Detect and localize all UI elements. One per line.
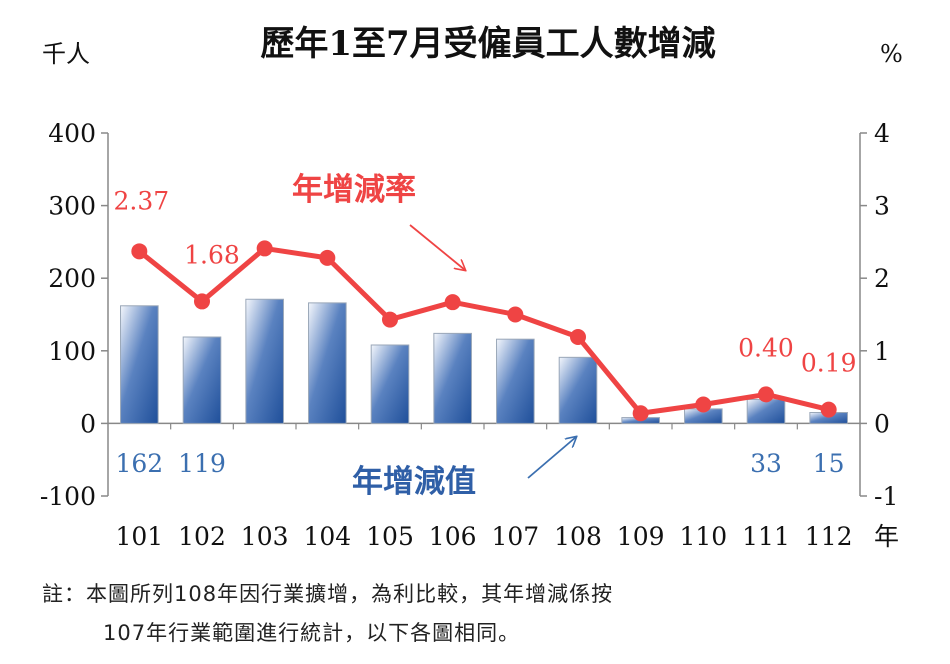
right-tick-label: -1 xyxy=(874,482,898,511)
x-tick-label: 108 xyxy=(554,522,602,551)
x-tick-label: 101 xyxy=(115,522,163,551)
x-tick-label: 104 xyxy=(303,522,351,551)
left-tick-label: -100 xyxy=(40,482,96,511)
rate-point xyxy=(820,401,837,418)
x-tick-label: 105 xyxy=(366,522,414,551)
legend-rate-label: 年增減率 xyxy=(292,172,416,208)
right-tick-label: 4 xyxy=(874,119,890,148)
x-tick-label: 112 xyxy=(805,522,853,551)
rate-data-label: 0.19 xyxy=(801,349,857,378)
footnote-line-1: 註：本圖所列108年因行業擴增，為利比較，其年增減係按 xyxy=(42,582,614,606)
bar-data-label: 33 xyxy=(750,449,782,478)
bar xyxy=(370,344,410,424)
left-tick-label: 200 xyxy=(48,264,96,293)
rate-point xyxy=(444,294,461,311)
x-tick-label: 109 xyxy=(617,522,665,551)
bar xyxy=(558,356,598,424)
left-tick-label: 300 xyxy=(48,192,96,221)
chart-title: 歷年1至7月受僱員工人數增減 xyxy=(260,24,715,64)
footnote-line-2: 107年行業範圍進行統計，以下各圖相同。 xyxy=(103,621,521,645)
bar xyxy=(182,336,222,424)
legend-value-arrow xyxy=(527,437,576,479)
rate-point xyxy=(256,240,273,257)
x-tick-label: 106 xyxy=(429,522,477,551)
rate-point xyxy=(382,311,398,328)
rate-point xyxy=(131,243,148,260)
x-tick-label: 103 xyxy=(241,522,289,551)
x-tick-label: 111 xyxy=(742,522,790,551)
legend-value-label: 年增減值 xyxy=(352,464,476,500)
rate-point xyxy=(570,329,586,346)
left-axis-unit: 千人 xyxy=(42,40,90,68)
rate-data-label: 0.40 xyxy=(738,333,794,362)
bar xyxy=(120,305,159,424)
rate-point xyxy=(319,249,336,266)
rate-point xyxy=(507,306,524,323)
right-tick-label: 2 xyxy=(874,264,890,293)
right-tick-label: 1 xyxy=(874,337,890,366)
bar xyxy=(746,398,786,424)
right-axis-unit: % xyxy=(880,40,903,68)
left-tick-label: 0 xyxy=(80,409,96,438)
x-axis-unit: 年 xyxy=(874,522,899,551)
left-tick-label: 100 xyxy=(48,337,96,366)
rate-point xyxy=(695,396,712,413)
rate-data-label: 1.68 xyxy=(184,240,240,269)
bar xyxy=(433,332,472,424)
chart: 歷年1至7月受僱員工人數增減 千人 % -100 0 100 200 300 400 -1 0… xyxy=(40,24,903,551)
rate-point xyxy=(758,386,774,403)
legend-rate-arrow xyxy=(409,224,465,270)
x-tick-label: 110 xyxy=(679,522,727,551)
bar-data-label: 162 xyxy=(115,449,163,478)
bar xyxy=(308,302,347,424)
bar-data-label: 119 xyxy=(178,449,226,478)
rate-point xyxy=(632,405,649,422)
left-tick-label: 400 xyxy=(48,119,96,148)
rate-data-label: 2.37 xyxy=(113,186,169,215)
bar-data-label: 15 xyxy=(813,449,845,478)
bar xyxy=(245,298,284,424)
x-tick-label: 102 xyxy=(178,522,226,551)
right-tick-label: 0 xyxy=(874,409,890,438)
bar xyxy=(496,338,535,424)
rate-line xyxy=(137,245,830,416)
rate-point xyxy=(194,293,210,310)
x-tick-label: 107 xyxy=(491,522,539,551)
right-tick-label: 3 xyxy=(874,192,890,221)
